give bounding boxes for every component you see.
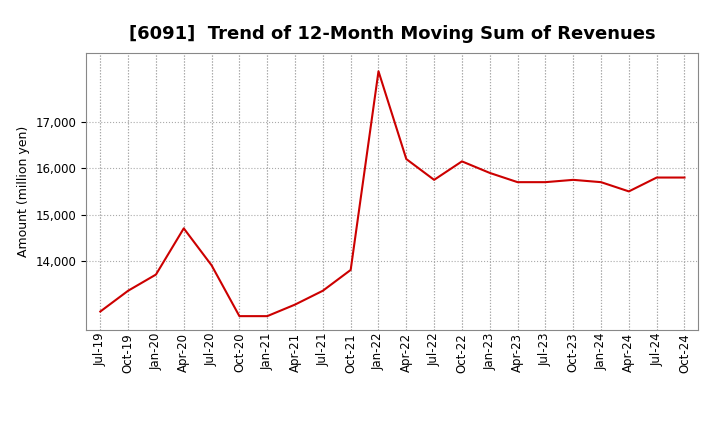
Title: [6091]  Trend of 12-Month Moving Sum of Revenues: [6091] Trend of 12-Month Moving Sum of R… — [129, 25, 656, 43]
Y-axis label: Amount (million yen): Amount (million yen) — [17, 126, 30, 257]
